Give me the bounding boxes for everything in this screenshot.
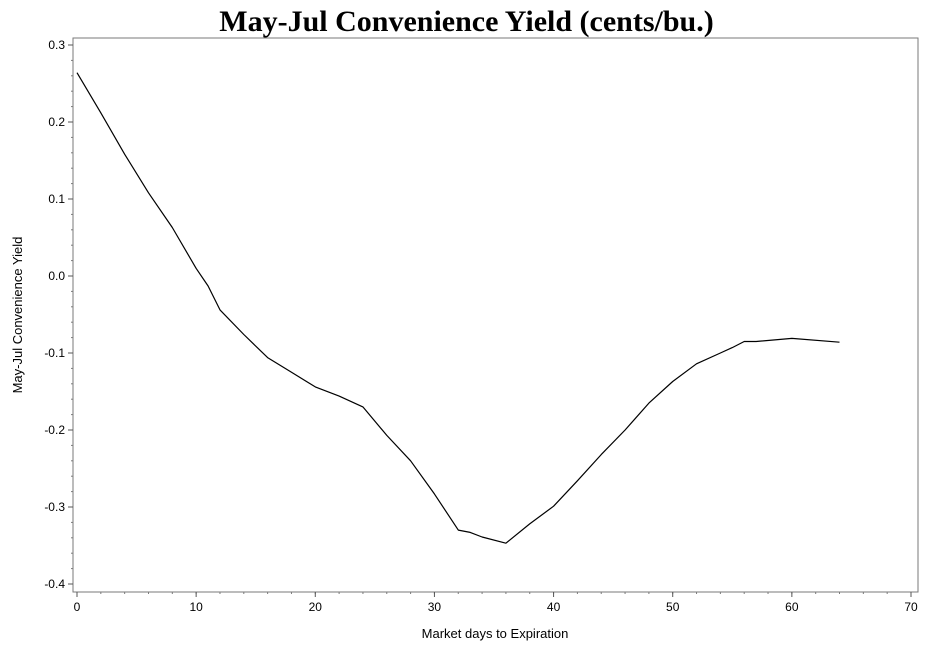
- series-line: [76, 72, 840, 544]
- x-axis-title: Market days to Expiration: [422, 626, 569, 641]
- y-tick-label: -0.4: [44, 577, 65, 591]
- y-tick-label: -0.3: [44, 500, 65, 514]
- y-tick-label: -0.2: [44, 423, 65, 437]
- x-tick-label: 20: [309, 600, 323, 614]
- y-axis-title: May-Jul Convenience Yield: [10, 237, 25, 394]
- chart-title: May-Jul Convenience Yield (cents/bu.): [219, 5, 714, 38]
- x-tick-label: 70: [904, 600, 918, 614]
- y-tick-label: 0.0: [48, 269, 65, 283]
- y-tick-label: 0.3: [48, 38, 65, 52]
- x-tick-label: 50: [666, 600, 680, 614]
- x-tick-label: 30: [428, 600, 442, 614]
- series-layer: [76, 72, 840, 544]
- y-axis: 0.3 0.2 0.1 0.0 -0.1 -0.2 -0.3 -0.4: [44, 38, 73, 591]
- x-tick-label: 0: [74, 600, 81, 614]
- plot-frame: [72, 37, 919, 593]
- y-tick-label: -0.1: [44, 346, 65, 360]
- x-tick-label: 60: [785, 600, 799, 614]
- x-tick-label: 10: [189, 600, 203, 614]
- x-tick-label: 40: [547, 600, 561, 614]
- x-axis: 0 10 20 30 40 50 60 70: [74, 592, 918, 614]
- y-tick-label: 0.2: [48, 115, 65, 129]
- y-tick-label: 0.1: [48, 192, 65, 206]
